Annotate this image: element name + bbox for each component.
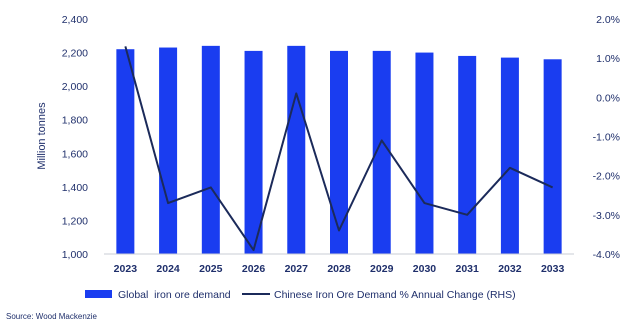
bar bbox=[287, 45, 306, 254]
bar bbox=[415, 52, 434, 255]
bar bbox=[159, 47, 178, 255]
bar bbox=[458, 55, 477, 254]
y-tick-label: 2,400 bbox=[62, 14, 88, 26]
y2-tick-label: -4.0% bbox=[593, 249, 620, 261]
x-tick-label: 2025 bbox=[199, 263, 223, 275]
x-tick-label: 2027 bbox=[285, 263, 309, 275]
bar bbox=[116, 49, 135, 254]
legend-bar-swatch bbox=[85, 290, 112, 298]
x-tick-label: 2032 bbox=[498, 263, 522, 275]
y-tick-label: 1,200 bbox=[62, 215, 88, 227]
y-tick-label: 2,000 bbox=[62, 81, 88, 93]
y-tick-label: 1,800 bbox=[62, 115, 88, 127]
y-axis-title: Million tonnes bbox=[36, 102, 48, 170]
x-tick-label: 2029 bbox=[370, 263, 394, 275]
line-series bbox=[124, 46, 554, 252]
x-tick-label: 2024 bbox=[156, 263, 180, 275]
y2-tick-label: 1.0% bbox=[596, 53, 620, 65]
x-tick-label: 2023 bbox=[114, 263, 138, 275]
bar bbox=[372, 50, 391, 255]
bar bbox=[543, 59, 562, 255]
y-axis-title-group: Million tonnes bbox=[36, 102, 48, 170]
y2-tick-label: -3.0% bbox=[593, 210, 620, 222]
legend: Global iron ore demand Chinese Iron Ore … bbox=[85, 289, 516, 301]
y-tick-label: 1,600 bbox=[62, 148, 88, 160]
y-axis-left-ticks: 1,000 1,200 1,400 1,600 1,800 2,000 2,200 2,400 bbox=[62, 14, 88, 261]
bar bbox=[500, 57, 519, 254]
x-tick-label: 2028 bbox=[327, 263, 351, 275]
x-tick-label: 2033 bbox=[541, 263, 565, 275]
bar bbox=[201, 45, 220, 254]
y-axis-right-ticks: -4.0% -3.0% -2.0% -1.0% 0.0% 1.0% 2.0% bbox=[593, 14, 620, 261]
y2-tick-label: 0.0% bbox=[596, 92, 620, 104]
x-tick-label: 2031 bbox=[456, 263, 480, 275]
y-tick-label: 1,400 bbox=[62, 182, 88, 194]
y2-tick-label: 2.0% bbox=[596, 14, 620, 26]
x-axis-ticks: 2023 2024 2025 2026 2027 2028 2029 2030 2031 2032… bbox=[114, 263, 565, 275]
source-note: Source: Wood Mackenzie bbox=[6, 312, 98, 321]
y-tick-label: 2,200 bbox=[62, 48, 88, 60]
bar bbox=[244, 50, 263, 255]
legend-line-label: Chinese Iron Ore Demand % Annual Change … bbox=[274, 289, 516, 301]
y2-tick-label: -1.0% bbox=[593, 132, 620, 144]
bar bbox=[330, 50, 348, 255]
y-tick-label: 1,000 bbox=[62, 249, 88, 261]
y2-tick-label: -2.0% bbox=[593, 171, 620, 183]
legend-bar-label: Global iron ore demand bbox=[118, 289, 231, 301]
x-tick-label: 2030 bbox=[413, 263, 437, 275]
x-tick-label: 2026 bbox=[242, 263, 266, 275]
bar-series bbox=[116, 45, 562, 255]
